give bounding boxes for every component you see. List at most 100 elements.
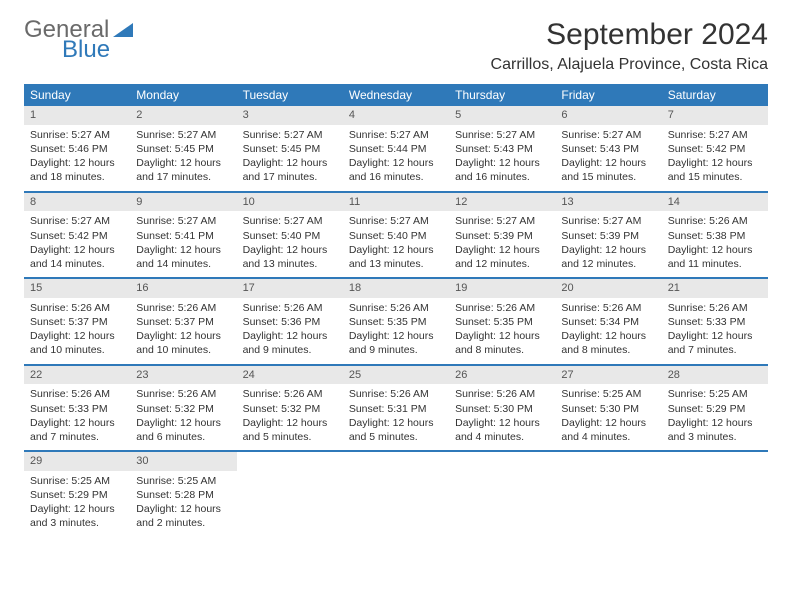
day-number: 16 — [130, 279, 236, 298]
day-number: 29 — [24, 452, 130, 471]
daylight-line: Daylight: 12 hours and 17 minutes. — [243, 156, 337, 184]
day-body: Sunrise: 5:26 AMSunset: 5:33 PMDaylight:… — [662, 298, 768, 364]
calendar-cell: 18Sunrise: 5:26 AMSunset: 5:35 PMDayligh… — [343, 278, 449, 365]
daylight-line: Daylight: 12 hours and 18 minutes. — [30, 156, 124, 184]
daylight-line: Daylight: 12 hours and 8 minutes. — [455, 329, 549, 357]
day-header: Sunday — [24, 84, 130, 106]
sunset-line: Sunset: 5:33 PM — [30, 402, 124, 416]
sunset-line: Sunset: 5:35 PM — [455, 315, 549, 329]
day-body: Sunrise: 5:27 AMSunset: 5:40 PMDaylight:… — [343, 211, 449, 277]
sunset-line: Sunset: 5:43 PM — [455, 142, 549, 156]
sunrise-line: Sunrise: 5:25 AM — [30, 474, 124, 488]
calendar-row: 29Sunrise: 5:25 AMSunset: 5:29 PMDayligh… — [24, 451, 768, 537]
day-number: 24 — [237, 366, 343, 385]
calendar-cell: 11Sunrise: 5:27 AMSunset: 5:40 PMDayligh… — [343, 192, 449, 279]
sunset-line: Sunset: 5:29 PM — [30, 488, 124, 502]
calendar-cell: 28Sunrise: 5:25 AMSunset: 5:29 PMDayligh… — [662, 365, 768, 452]
sunset-line: Sunset: 5:45 PM — [136, 142, 230, 156]
sunrise-line: Sunrise: 5:27 AM — [668, 128, 762, 142]
sunset-line: Sunset: 5:39 PM — [561, 229, 655, 243]
day-number: 15 — [24, 279, 130, 298]
day-header: Monday — [130, 84, 236, 106]
sunset-line: Sunset: 5:45 PM — [243, 142, 337, 156]
day-body: Sunrise: 5:27 AMSunset: 5:39 PMDaylight:… — [555, 211, 661, 277]
day-body: Sunrise: 5:26 AMSunset: 5:36 PMDaylight:… — [237, 298, 343, 364]
sunset-line: Sunset: 5:30 PM — [561, 402, 655, 416]
day-body: Sunrise: 5:27 AMSunset: 5:46 PMDaylight:… — [24, 125, 130, 191]
sunrise-line: Sunrise: 5:27 AM — [136, 214, 230, 228]
day-body: Sunrise: 5:27 AMSunset: 5:45 PMDaylight:… — [130, 125, 236, 191]
day-number: 12 — [449, 193, 555, 212]
day-number: 23 — [130, 366, 236, 385]
calendar-row: 15Sunrise: 5:26 AMSunset: 5:37 PMDayligh… — [24, 278, 768, 365]
daylight-line: Daylight: 12 hours and 13 minutes. — [349, 243, 443, 271]
daylight-line: Daylight: 12 hours and 2 minutes. — [136, 502, 230, 530]
logo-triangle-icon — [113, 18, 133, 42]
calendar-cell: 26Sunrise: 5:26 AMSunset: 5:30 PMDayligh… — [449, 365, 555, 452]
day-header: Friday — [555, 84, 661, 106]
daylight-line: Daylight: 12 hours and 3 minutes. — [30, 502, 124, 530]
sunset-line: Sunset: 5:42 PM — [668, 142, 762, 156]
sunset-line: Sunset: 5:40 PM — [349, 229, 443, 243]
calendar-cell: 6Sunrise: 5:27 AMSunset: 5:43 PMDaylight… — [555, 106, 661, 192]
sunrise-line: Sunrise: 5:26 AM — [349, 301, 443, 315]
calendar-cell: 21Sunrise: 5:26 AMSunset: 5:33 PMDayligh… — [662, 278, 768, 365]
daylight-line: Daylight: 12 hours and 16 minutes. — [455, 156, 549, 184]
sunrise-line: Sunrise: 5:26 AM — [30, 387, 124, 401]
calendar-cell: 22Sunrise: 5:26 AMSunset: 5:33 PMDayligh… — [24, 365, 130, 452]
day-number: 30 — [130, 452, 236, 471]
calendar-row: 22Sunrise: 5:26 AMSunset: 5:33 PMDayligh… — [24, 365, 768, 452]
sunrise-line: Sunrise: 5:27 AM — [136, 128, 230, 142]
sunrise-line: Sunrise: 5:26 AM — [561, 301, 655, 315]
day-body: Sunrise: 5:25 AMSunset: 5:29 PMDaylight:… — [24, 471, 130, 537]
day-body: Sunrise: 5:27 AMSunset: 5:43 PMDaylight:… — [555, 125, 661, 191]
day-header: Saturday — [662, 84, 768, 106]
day-header: Tuesday — [237, 84, 343, 106]
page-header: General Blue September 2024 Carrillos, A… — [24, 18, 768, 74]
day-number: 20 — [555, 279, 661, 298]
day-body: Sunrise: 5:26 AMSunset: 5:33 PMDaylight:… — [24, 384, 130, 450]
daylight-line: Daylight: 12 hours and 15 minutes. — [561, 156, 655, 184]
sunrise-line: Sunrise: 5:27 AM — [243, 214, 337, 228]
daylight-line: Daylight: 12 hours and 6 minutes. — [136, 416, 230, 444]
day-number: 1 — [24, 106, 130, 125]
daylight-line: Daylight: 12 hours and 5 minutes. — [349, 416, 443, 444]
daylight-line: Daylight: 12 hours and 5 minutes. — [243, 416, 337, 444]
sunrise-line: Sunrise: 5:26 AM — [349, 387, 443, 401]
sunrise-line: Sunrise: 5:27 AM — [30, 128, 124, 142]
sunrise-line: Sunrise: 5:27 AM — [561, 214, 655, 228]
day-number: 4 — [343, 106, 449, 125]
calendar-cell: 5Sunrise: 5:27 AMSunset: 5:43 PMDaylight… — [449, 106, 555, 192]
sunset-line: Sunset: 5:42 PM — [30, 229, 124, 243]
calendar-cell: 14Sunrise: 5:26 AMSunset: 5:38 PMDayligh… — [662, 192, 768, 279]
month-title: September 2024 — [491, 18, 768, 52]
logo-text: General Blue — [24, 18, 133, 62]
daylight-line: Daylight: 12 hours and 4 minutes. — [455, 416, 549, 444]
sunrise-line: Sunrise: 5:27 AM — [455, 214, 549, 228]
calendar-row: 8Sunrise: 5:27 AMSunset: 5:42 PMDaylight… — [24, 192, 768, 279]
day-body: Sunrise: 5:25 AMSunset: 5:29 PMDaylight:… — [662, 384, 768, 450]
calendar-cell: 17Sunrise: 5:26 AMSunset: 5:36 PMDayligh… — [237, 278, 343, 365]
calendar-cell: 27Sunrise: 5:25 AMSunset: 5:30 PMDayligh… — [555, 365, 661, 452]
sunset-line: Sunset: 5:38 PM — [668, 229, 762, 243]
day-number: 11 — [343, 193, 449, 212]
sunset-line: Sunset: 5:30 PM — [455, 402, 549, 416]
daylight-line: Daylight: 12 hours and 7 minutes. — [30, 416, 124, 444]
calendar-cell: .. — [343, 451, 449, 537]
day-body: Sunrise: 5:26 AMSunset: 5:35 PMDaylight:… — [449, 298, 555, 364]
day-body: Sunrise: 5:26 AMSunset: 5:35 PMDaylight:… — [343, 298, 449, 364]
sunrise-line: Sunrise: 5:26 AM — [668, 214, 762, 228]
sunset-line: Sunset: 5:41 PM — [136, 229, 230, 243]
calendar-cell: 7Sunrise: 5:27 AMSunset: 5:42 PMDaylight… — [662, 106, 768, 192]
day-number: 13 — [555, 193, 661, 212]
calendar-cell: 12Sunrise: 5:27 AMSunset: 5:39 PMDayligh… — [449, 192, 555, 279]
calendar-cell: 13Sunrise: 5:27 AMSunset: 5:39 PMDayligh… — [555, 192, 661, 279]
sunset-line: Sunset: 5:35 PM — [349, 315, 443, 329]
calendar-body: 1Sunrise: 5:27 AMSunset: 5:46 PMDaylight… — [24, 106, 768, 537]
sunrise-line: Sunrise: 5:27 AM — [30, 214, 124, 228]
day-number: 27 — [555, 366, 661, 385]
daylight-line: Daylight: 12 hours and 3 minutes. — [668, 416, 762, 444]
daylight-line: Daylight: 12 hours and 7 minutes. — [668, 329, 762, 357]
sunset-line: Sunset: 5:33 PM — [668, 315, 762, 329]
day-number: 26 — [449, 366, 555, 385]
